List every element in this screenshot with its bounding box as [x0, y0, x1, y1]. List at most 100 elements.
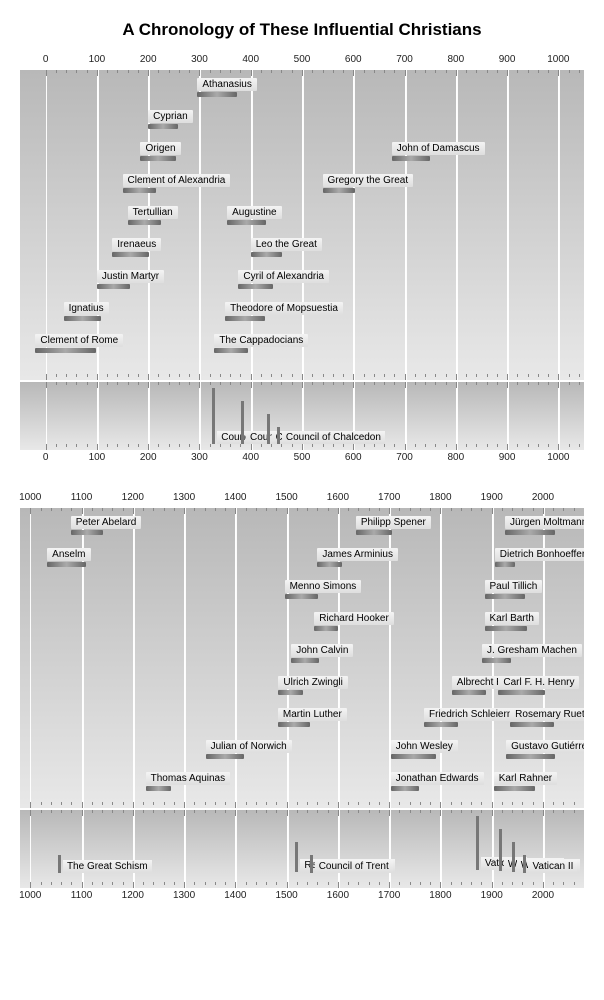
axis-tick-label: 100 — [89, 54, 106, 65]
person-label: Martin Luther — [278, 708, 347, 721]
lifespan-bar — [35, 348, 96, 353]
axis-tick-label: 800 — [447, 452, 464, 463]
person-label: John of Damascus — [392, 142, 485, 155]
person-label: Karl Barth — [485, 612, 539, 625]
event-marker — [476, 816, 479, 870]
lifespan-bar — [146, 786, 171, 791]
axis-tick-label: 1000 — [547, 54, 569, 65]
axis-tick-label: 900 — [499, 54, 516, 65]
person-entry: Richard Hooker — [314, 612, 393, 631]
person-label: Leo the Great — [251, 238, 322, 251]
person-entry: Dietrich Bonhoeffer — [495, 548, 584, 567]
axis-tick-label: 1900 — [481, 890, 503, 901]
person-entry: Cyril of Alexandria — [238, 270, 329, 289]
axis-tick-label: 1300 — [173, 492, 195, 503]
lifespan-bar — [392, 156, 430, 161]
person-entry: Jürgen Moltmann — [505, 516, 584, 535]
person-label: Athanasius — [197, 78, 256, 91]
lifespan-bar — [356, 530, 392, 535]
person-label: Ulrich Zwingli — [278, 676, 347, 689]
person-label: Carl F. H. Henry — [498, 676, 579, 689]
lifespan-bar — [506, 754, 555, 759]
lifespan-bar — [494, 786, 535, 791]
axis-top-2: 1000110012001300140015001600170018001900… — [20, 490, 584, 508]
axis-tick-label: 1700 — [378, 890, 400, 901]
axis-tick-label: 100 — [89, 452, 106, 463]
axis-tick-label: 1000 — [547, 452, 569, 463]
axis-tick-label: 400 — [242, 54, 259, 65]
person-entry: Martin Luther — [278, 708, 347, 727]
axis-tick-label: 1600 — [327, 890, 349, 901]
event-marker — [512, 842, 515, 872]
lifespan-bar — [71, 530, 103, 535]
axis-tick-label: 1400 — [224, 492, 246, 503]
person-label: Ignatius — [64, 302, 109, 315]
axis-tick-label: 2000 — [532, 890, 554, 901]
panel-top: 01002003004005006007008009001000 Athanas… — [20, 52, 584, 468]
person-entry: Origen — [140, 142, 180, 161]
event-marker — [523, 855, 526, 873]
person-entry: Peter Abelard — [71, 516, 142, 535]
lifespan-bar — [97, 284, 130, 289]
person-label: J. Gresham Machen — [482, 644, 582, 657]
lifespan-bar — [495, 562, 515, 567]
event-marker — [277, 427, 280, 444]
person-entry: John Wesley — [391, 740, 458, 759]
event-label: Council of Chalcedon — [282, 431, 385, 444]
person-entry: Clement of Alexandria — [123, 174, 231, 193]
person-entry: Leo the Great — [251, 238, 322, 257]
person-entry: Augustine — [227, 206, 281, 225]
person-label: Origen — [140, 142, 180, 155]
axis-tick-label: 300 — [191, 452, 208, 463]
person-label: Gregory the Great — [323, 174, 414, 187]
person-entry: Gustavo Gutiérrez — [506, 740, 584, 759]
events-section-1: Council of NiceaCouncil of Constantinopl… — [20, 382, 584, 450]
person-entry: Jonathan Edwards — [391, 772, 484, 791]
person-entry: Tertullian — [128, 206, 178, 225]
event-entry: The Great Schism — [58, 855, 152, 873]
events-section-2: Vatican IWorld War IReformation beginsWo… — [20, 810, 584, 888]
person-label: Karl Rahner — [494, 772, 557, 785]
person-entry: Philipp Spener — [356, 516, 431, 535]
person-entry: Karl Barth — [485, 612, 539, 631]
chart-title: A Chronology of These Influential Christ… — [20, 20, 584, 40]
lifespan-bar — [452, 690, 486, 695]
event-marker — [58, 855, 61, 873]
axis-tick-label: 500 — [294, 54, 311, 65]
person-entry: Paul Tillich — [485, 580, 543, 599]
lifespan-bar — [140, 156, 175, 161]
lifespan-bar — [225, 316, 265, 321]
person-label: Augustine — [227, 206, 281, 219]
lifespan-bar — [128, 220, 161, 225]
axis-tick-label: 0 — [43, 452, 49, 463]
axis-tick-label: 0 — [43, 54, 49, 65]
axis-tick-label: 1900 — [481, 492, 503, 503]
lifespan-bar — [197, 92, 236, 97]
lifespan-bar — [285, 594, 318, 599]
lifespan-bar — [112, 252, 149, 257]
person-entry: Athanasius — [197, 78, 256, 97]
lifespan-bar — [291, 658, 319, 663]
person-entry: Clement of Rome — [35, 334, 123, 353]
person-entry: Cyprian — [148, 110, 192, 129]
people-section-2: Peter Abelard Philipp Spener Jürgen Moltma… — [20, 508, 584, 808]
event-marker — [212, 388, 215, 444]
person-label: Paul Tillich — [485, 580, 543, 593]
lifespan-bar — [485, 594, 526, 599]
axis-tick-label: 700 — [396, 54, 413, 65]
person-entry: Carl F. H. Henry — [498, 676, 579, 695]
axis-tick-label: 600 — [345, 452, 362, 463]
axis-tick-label: 1200 — [122, 890, 144, 901]
event-marker — [241, 401, 244, 444]
event-label: Vatican II — [528, 860, 577, 873]
axis-tick-label: 1700 — [378, 492, 400, 503]
lifespan-bar — [391, 754, 436, 759]
lifespan-bar — [227, 220, 266, 225]
person-label: Gustavo Gutiérrez — [506, 740, 584, 753]
event-marker — [295, 842, 298, 872]
lifespan-bar — [64, 316, 101, 321]
lifespan-bar — [123, 188, 156, 193]
person-entry: Irenaeus — [112, 238, 161, 257]
person-entry: Ulrich Zwingli — [278, 676, 347, 695]
lifespan-bar — [278, 690, 302, 695]
